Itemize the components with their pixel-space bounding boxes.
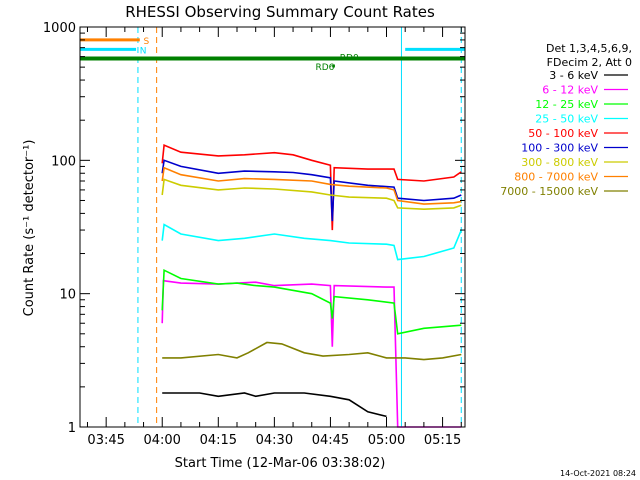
legend-header-line-1: Det 1,3,4,5,6,9, [546,42,632,55]
y-tick-label-1: 10 [59,288,76,303]
plot-frame [79,26,466,428]
flag-label-3: RD6 [315,63,334,73]
chart-title: RHESSI Observing Summary Count Rates [125,3,435,21]
legend-header-line-2: FDecim 2, Att 0 [547,56,632,69]
series-line-7 [161,166,462,205]
legend-label-2: 12 - 25 keV [535,98,598,111]
flag-label-0: S [144,37,150,47]
series-line-5 [161,159,462,222]
y-tick-label-3: 1000 [43,21,76,36]
legend-label-7: 800 - 7000 keV [514,171,598,184]
series-line-3 [161,223,463,261]
y-tick-label-0: 1 [68,421,76,436]
x-tick-label-1: 04:00 [143,433,180,448]
x-tick-label-5: 05:00 [368,433,405,448]
y-axis-label: Count Rate (s⁻¹ detector⁻¹) [22,140,37,317]
legend-label-1: 6 - 12 keV [542,84,598,97]
legend-label-8: 7000 - 15000 keV [500,185,598,198]
series-line-4 [161,143,462,231]
flag-label-1: N [140,46,147,56]
x-tick-label-6: 05:15 [424,433,461,448]
y-tick-label-2: 100 [51,154,76,169]
legend-label-5: 100 - 300 keV [521,142,598,155]
series-line-2 [161,268,462,335]
x-axis-label: Start Time (12-Mar-06 03:38:02) [175,456,386,471]
series-line-8 [162,341,462,361]
axis-layer: 1 10 100 1000 03:45 04:00 04:15 04:30 04:45 05:00… [43,21,465,448]
x-tick-label-0: 03:45 [87,433,124,448]
series-line-1 [161,279,462,428]
legend-label-4: 50 - 100 keV [528,127,598,140]
series-line-0 [162,392,387,418]
x-tick-label-3: 04:30 [256,433,293,448]
legend-label-6: 300 - 800 keV [521,156,598,169]
x-tick-label-4: 04:45 [312,433,349,448]
plot-layer: SN RD6 RD0 [80,27,465,428]
legend-label-3: 25 - 50 keV [535,113,598,126]
legend-label-0: 3 - 6 keV [549,69,598,82]
series-line-6 [161,178,462,211]
generation-timestamp: 14-Oct-2021 08:24 [560,469,636,478]
flag-label-4: RD0 [340,54,359,64]
x-tick-label-2: 04:15 [200,433,237,448]
